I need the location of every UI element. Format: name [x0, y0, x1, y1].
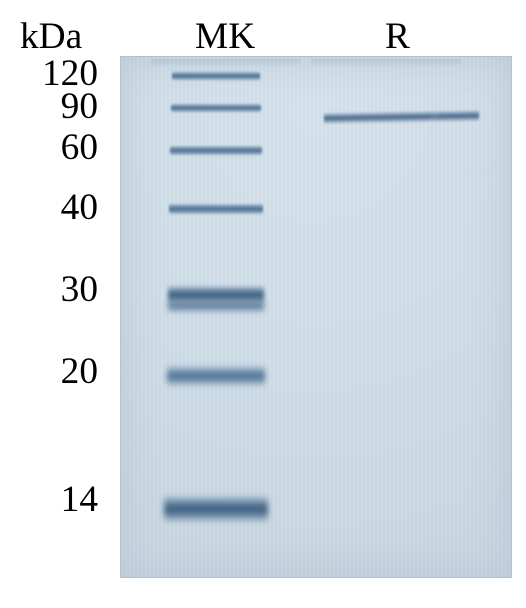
marker-band-90 — [171, 103, 261, 113]
mw-label-60: 60 — [0, 126, 98, 169]
marker-band-14 — [164, 495, 268, 523]
marker-band-30-lower — [168, 299, 264, 313]
mw-label-14: 14 — [0, 478, 98, 521]
header-marker-lane: MK — [195, 15, 255, 58]
gel-artifact-ring — [431, 89, 512, 173]
marker-band-60 — [170, 145, 262, 156]
sds-page-gel-figure: kDa MK R 120 90 60 40 30 20 14 — [0, 0, 526, 608]
mw-label-20: 20 — [0, 350, 98, 393]
mw-label-40: 40 — [0, 186, 98, 229]
well-marker — [151, 59, 301, 67]
gel-area — [120, 56, 512, 578]
marker-band-20 — [167, 365, 265, 387]
mw-label-90: 90 — [0, 85, 98, 128]
mw-label-30: 30 — [0, 268, 98, 311]
marker-band-120 — [172, 71, 260, 81]
header-reduced-lane: R — [385, 15, 410, 58]
marker-band-40 — [169, 203, 263, 215]
well-sample — [311, 59, 461, 67]
